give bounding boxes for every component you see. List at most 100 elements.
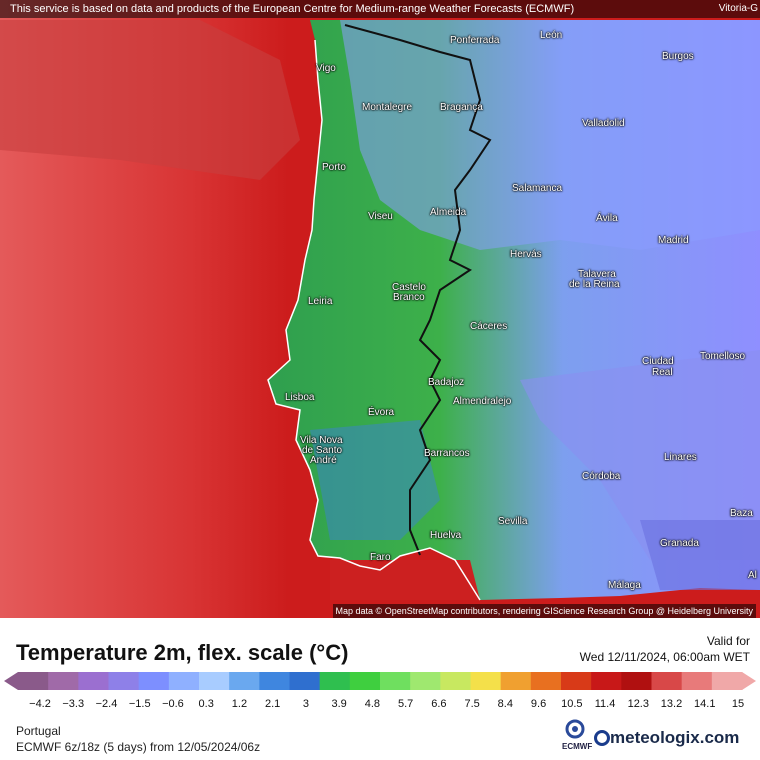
scale-tick: −4.2 (29, 698, 51, 710)
scale-tick: 15 (731, 698, 745, 710)
city-label: Lisboa (285, 392, 315, 403)
scale-tick: −3.3 (62, 698, 85, 710)
border-line (344, 24, 492, 556)
city-label: Ciudad (642, 356, 674, 367)
scale-color-cell (48, 672, 79, 690)
scale-color-cell (229, 672, 260, 690)
scale-color-cell (289, 672, 321, 690)
coastline (267, 39, 481, 601)
scale-tick: 9.6 (530, 698, 547, 710)
scale-color-cell (621, 672, 652, 690)
city-label: Branco (393, 292, 425, 303)
alentejo-cool-zone (310, 420, 440, 540)
city-label: Ávila (596, 213, 618, 224)
scale-color-cell (591, 672, 622, 690)
scale-color-cell (108, 672, 140, 690)
city-label: Hervás (510, 249, 542, 260)
scale-color-cell (500, 672, 532, 690)
city-label: Madrid (658, 235, 689, 246)
city-label: André (310, 455, 337, 466)
city-label: de la Reina (569, 279, 620, 290)
city-label: Almeida (430, 207, 467, 218)
city-label: Salamanca (512, 183, 563, 194)
city-label: Huelva (430, 530, 462, 541)
city-label: Real (652, 367, 673, 378)
scale-tick: 11.4 (594, 698, 616, 710)
city-label: Leiria (308, 296, 333, 307)
data-source-notice: This service is based on data and produc… (0, 0, 760, 18)
legend-panel: Temperature 2m, flex. scale (°C) Valid f… (0, 618, 760, 760)
scale-color-cell (18, 672, 49, 690)
scale-color-cell (440, 672, 471, 690)
city-label: Baza (730, 508, 753, 519)
scale-arrow-high (742, 672, 756, 690)
scale-tick-labels: −4.2 −3.3 −2.4 −1.5 −0.6 0.3 1.2 2.1 3 3.9 4.8 5.7 6… (0, 698, 760, 712)
scale-color-cell (349, 672, 381, 690)
scale-tick: 12.3 (627, 698, 649, 710)
scale-tick: 4.8 (364, 698, 381, 710)
model-run-info: ECMWF 6z/18z (5 days) from 12/05/2024/06… (16, 740, 261, 754)
region-name: Portugal (16, 724, 61, 738)
scale-color-cell (380, 672, 411, 690)
city-label: Linares (664, 452, 697, 463)
scale-tick: 10.5 (561, 698, 583, 710)
city-label: Bragança (440, 102, 483, 113)
scale-color-cell (561, 672, 592, 690)
map-credit[interactable]: Map data © OpenStreetMap contributors, r… (332, 604, 756, 618)
ecmwf-logo-icon[interactable] (564, 718, 586, 740)
city-label: Talavera (578, 269, 616, 280)
scale-tick: 6.6 (431, 698, 447, 710)
scale-color-cell (259, 672, 290, 690)
coastal-warm-strip (330, 560, 480, 600)
scale-color-cell (168, 672, 200, 690)
ecmwf-logo-text: ECMWF (562, 742, 593, 751)
scale-tick: 3.9 (331, 698, 347, 710)
sea-cool-patch (0, 20, 300, 180)
city-label: Barrancos (424, 448, 470, 459)
city-label: Vila Nova (300, 435, 343, 446)
scale-color-cell (681, 672, 713, 690)
map-canvas (0, 0, 760, 618)
valid-label: Valid for (706, 634, 750, 648)
scale-tick: 8.4 (497, 698, 513, 710)
city-label: Burgos (662, 51, 694, 62)
north-cold-zone (340, 20, 760, 250)
scale-color-cell (651, 672, 683, 690)
scale-tick: 7.5 (464, 698, 480, 710)
scale-tick: 5.7 (397, 698, 414, 710)
city-label: Tomelloso (700, 351, 746, 362)
scale-tick: −1.5 (128, 698, 151, 710)
meteologix-logo-icon[interactable] (594, 730, 610, 746)
color-scale-bar (4, 672, 756, 690)
scale-color-cell (78, 672, 109, 690)
city-label: Cáceres (470, 321, 508, 332)
city-label: Évora (368, 407, 395, 418)
scale-color-cell (711, 672, 743, 690)
city-label: Ponferrada (450, 35, 500, 46)
scale-color-cell (319, 672, 351, 690)
scale-tick: 0.3 (198, 698, 214, 710)
city-label: Málaga (608, 580, 641, 591)
scale-tick: −2.4 (95, 698, 118, 710)
scale-tick: 3 (302, 698, 309, 710)
scale-tick: 13.2 (660, 698, 683, 710)
corner-city-label: Vitoria-G (718, 3, 758, 14)
city-label: León (540, 30, 563, 41)
scale-color-cell (410, 672, 441, 690)
scale-color-cell (530, 672, 562, 690)
forecast-map[interactable]: This service is based on data and produc… (0, 0, 760, 618)
scale-color-cell (199, 672, 230, 690)
scale-tick: 2.1 (265, 698, 281, 710)
city-label: de Santo (302, 445, 343, 456)
scale-tick: 14.1 (694, 698, 716, 710)
city-label: Porto (322, 162, 346, 173)
scale-color-cell (138, 672, 170, 690)
city-label: Al (748, 570, 757, 581)
meteologix-brand[interactable]: meteologix.com (610, 728, 740, 747)
scale-tick: −0.6 (162, 698, 184, 710)
city-label: Viseu (368, 211, 393, 222)
valid-time: Wed 12/11/2024, 06:00am WET (579, 650, 750, 664)
scale-color-cell (470, 672, 502, 690)
city-label: Badajoz (428, 377, 465, 388)
scale-tick: 1.2 (231, 698, 248, 710)
